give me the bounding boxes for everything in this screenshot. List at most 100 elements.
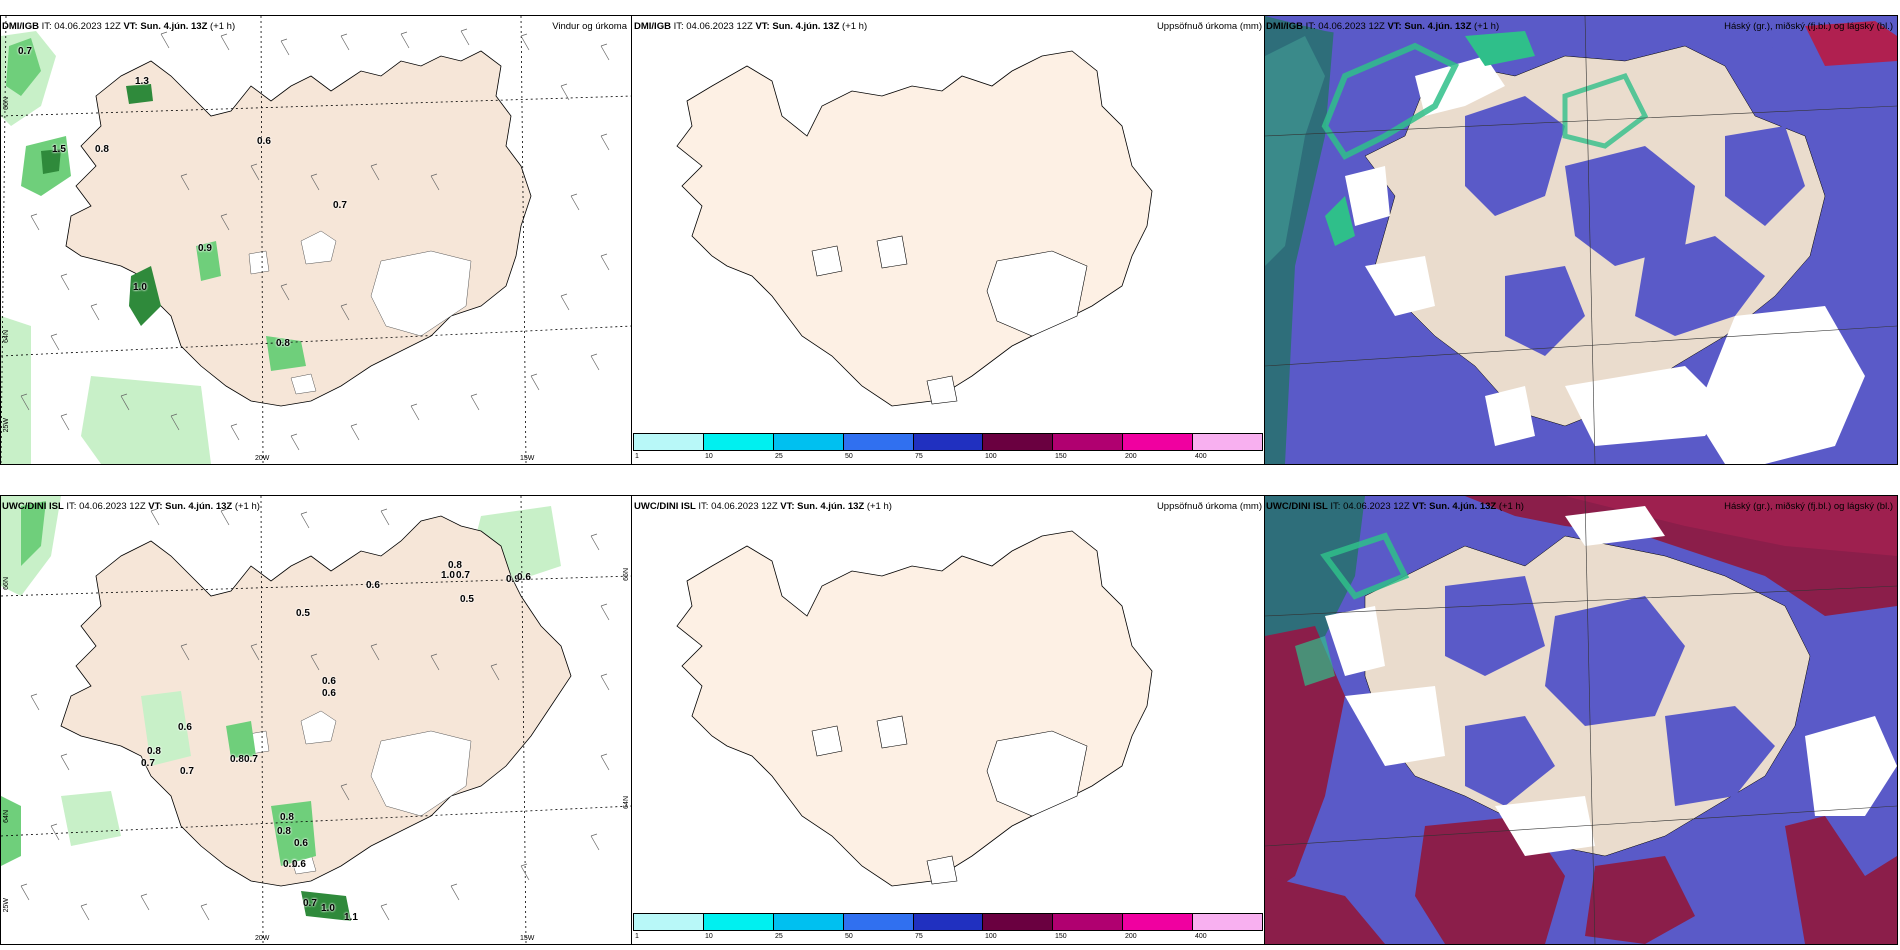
- wind-precip-panel-bottom: [0, 495, 633, 945]
- vt-label: VT:: [780, 501, 795, 512]
- precip-value-label: 0.6: [366, 580, 380, 591]
- header-bottom-left: UWC/DINI ISL IT: 04.06.2023 12Z VT: Sun.…: [2, 501, 260, 513]
- panel-title: Vindur og úrkoma: [552, 21, 627, 32]
- colorbar-label: 150: [1055, 453, 1067, 460]
- colorbar-segment: [773, 914, 844, 930]
- colorbar-label: 1: [635, 933, 639, 940]
- precip-value-label: 0.9: [198, 243, 212, 254]
- colorbar-label: 10: [705, 933, 713, 940]
- panel-title: Uppsöfnuð úrkoma (mm): [1156, 501, 1262, 512]
- colorbar-segment: [773, 434, 844, 450]
- cloud-panel-top: [1264, 15, 1898, 465]
- lon-20-label: 20W: [255, 455, 270, 462]
- colorbar-label: 25: [775, 453, 783, 460]
- precip-value-label: 0.6: [294, 838, 308, 849]
- precip-value-label: 0.7: [303, 898, 317, 909]
- it-label: IT:: [673, 21, 684, 32]
- cloud-map: [1265, 496, 1897, 944]
- wind-barbs: [20, 28, 610, 451]
- colorbar-segment: [843, 914, 914, 930]
- colorbar-label: 10: [705, 453, 713, 460]
- it-label: IT:: [1330, 501, 1341, 512]
- valid-time: Sun. 4.jún. 13Z: [1404, 21, 1472, 32]
- valid-time: Sun. 4.jún. 13Z: [140, 21, 208, 32]
- forecast-step: (+1 h): [234, 501, 260, 512]
- wind-precip-panel-top: [0, 15, 633, 465]
- wind-precip-map: [1, 16, 632, 464]
- precip-value-label: 1.0: [441, 570, 455, 581]
- precip-value-label: 0.6: [178, 722, 192, 733]
- colorbar-top: [633, 433, 1263, 451]
- precip-value-label: 1.1: [344, 912, 358, 923]
- colorbar-label: 400: [1195, 933, 1207, 940]
- forecast-step: (+1 h): [1498, 501, 1524, 512]
- accum-precip-map: [676, 530, 1153, 887]
- precip-value-label: 0.8: [276, 338, 290, 349]
- lat-66-label-right: 66N: [623, 568, 630, 581]
- precip-value-label: 0.8: [147, 746, 161, 757]
- colorbar-label: 100: [985, 933, 997, 940]
- colorbar-label: 1: [635, 453, 639, 460]
- colorbar-segment: [1123, 914, 1194, 930]
- header-bottom-middle: UWC/DINI ISL IT: 04.06.2023 12Z VT: Sun.…: [634, 501, 892, 513]
- valid-time: Sun. 4.jún. 13Z: [1429, 501, 1497, 512]
- lon-20-label: 20W: [255, 935, 270, 942]
- vt-label: VT:: [755, 21, 770, 32]
- colorbar-label: 50: [845, 453, 853, 460]
- precip-value-label: 0.9: [506, 574, 520, 585]
- precip-value-label: 0.6: [292, 859, 306, 870]
- init-time: 04.06.2023 12Z: [79, 501, 146, 512]
- precip-value-label: 0.7: [456, 570, 470, 581]
- colorbar-segment: [913, 434, 984, 450]
- header-top-right: DMI/IGB IT: 04.06.2023 12Z VT: Sun. 4.jú…: [1266, 21, 1499, 33]
- precip-value-label: 0.5: [296, 608, 310, 619]
- colorbar-label: 100: [985, 453, 997, 460]
- it-label: IT:: [66, 501, 77, 512]
- colorbar-bottom: [633, 913, 1263, 931]
- it-label: IT:: [1305, 21, 1316, 32]
- vt-label: VT:: [123, 21, 138, 32]
- precip-value-label: 0.8: [277, 826, 291, 837]
- precip-value-label: 1.0: [133, 282, 147, 293]
- forecast-step: (+1 h): [1474, 21, 1500, 32]
- colorbar-segment: [634, 434, 704, 450]
- lat-64-label-right: 64N: [623, 796, 630, 809]
- vt-label: VT:: [1387, 21, 1402, 32]
- vt-label: VT:: [1412, 501, 1427, 512]
- precip-value-label: 0.5: [460, 594, 474, 605]
- accum-precip-panel-bottom: [631, 495, 1266, 945]
- cloud-map: [1265, 16, 1897, 464]
- colorbar-label: 400: [1195, 453, 1207, 460]
- valid-time: Sun. 4.jún. 13Z: [797, 501, 865, 512]
- forecast-step: (+1 h): [210, 21, 236, 32]
- lon-25-label: 25W: [3, 898, 10, 913]
- init-time: 04.06.2023 12Z: [54, 21, 121, 32]
- colorbar-label: 150: [1055, 933, 1067, 940]
- valid-time: Sun. 4.jún. 13Z: [165, 501, 233, 512]
- header-top-middle: DMI/IGB IT: 04.06.2023 12Z VT: Sun. 4.jú…: [634, 21, 867, 33]
- lat-66-label: 66N: [3, 577, 10, 590]
- init-time: 04.06.2023 12Z: [686, 21, 753, 32]
- colorbar-segment: [1193, 914, 1263, 930]
- colorbar-segment: [703, 434, 774, 450]
- model-name: UWC/DINI ISL: [2, 501, 64, 512]
- colorbar-segment: [913, 914, 984, 930]
- lat-66-label: 66N: [3, 97, 10, 110]
- model-name: DMI/IGB: [2, 21, 39, 32]
- colorbar-label: 25: [775, 933, 783, 940]
- wind-barbs: [20, 508, 610, 921]
- panel-title: Háský (gr.), miðský (fj.bl.) og lágský (…: [1724, 21, 1893, 32]
- panel-title: Háský (gr.), miðský (fj.bl.) og lágský (…: [1724, 501, 1893, 512]
- lon-15-label: 15W: [520, 935, 535, 942]
- lat-64-label: 64N: [3, 330, 10, 343]
- lon-25-label: 25W: [3, 418, 10, 433]
- precip-value-label: 0.7: [333, 200, 347, 211]
- precip-value-label: 0.6: [517, 572, 531, 583]
- model-name: DMI/IGB: [1266, 21, 1303, 32]
- forecast-step: (+1 h): [866, 501, 892, 512]
- colorbar-segment: [1053, 434, 1124, 450]
- precip-value-label: 0.7: [18, 46, 32, 57]
- header-top-left: DMI/IGB IT: 04.06.2023 12Z VT: Sun. 4.jú…: [2, 21, 235, 33]
- precip-value-label: 0.7: [180, 766, 194, 777]
- wind-precip-map: [1, 496, 632, 944]
